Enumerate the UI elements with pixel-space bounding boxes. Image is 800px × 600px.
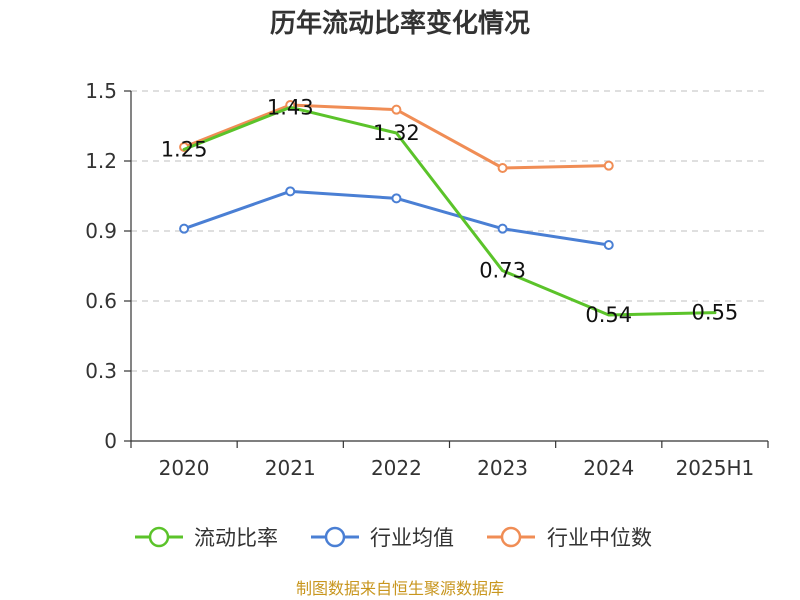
legend-item-1[interactable]: 行业均值 <box>311 526 454 550</box>
series-line-0 <box>182 105 717 317</box>
x-tick-label: 2021 <box>265 456 316 480</box>
data-label: 1.32 <box>373 121 420 145</box>
y-tick-label: 0.3 <box>85 359 117 383</box>
legend-label: 流动比率 <box>194 526 278 550</box>
axes: 0 0.3 0.6 0.9 1.2 1.5 2020 2021 2022 2023 2024 2025… <box>85 79 769 480</box>
chart-title: 历年流动比率变化情况 <box>270 8 530 39</box>
legend-marker <box>500 526 522 548</box>
series-point <box>391 104 402 115</box>
legend-marker <box>324 526 346 548</box>
legend-marker <box>148 526 170 548</box>
data-label: 0.73 <box>479 259 526 283</box>
legend-label: 行业均值 <box>370 526 454 550</box>
series-point <box>285 186 296 197</box>
data-label: 1.43 <box>267 95 314 119</box>
legend-label: 行业中位数 <box>547 526 652 550</box>
y-tick-label: 0 <box>104 429 117 453</box>
data-labels: 1.25 1.43 1.32 0.73 0.54 0.55 <box>161 95 739 327</box>
y-tick-label: 1.5 <box>85 79 117 103</box>
x-tick-label: 2023 <box>477 456 528 480</box>
data-label: 0.55 <box>692 301 739 325</box>
y-tick-label: 1.2 <box>85 149 117 173</box>
x-tick-label: 2020 <box>159 456 210 480</box>
series-point <box>391 193 402 204</box>
legend[interactable]: 流动比率 行业均值 行业中位数 <box>135 526 652 550</box>
y-tick-label: 0.9 <box>85 219 117 243</box>
source-note: 制图数据来自恒生聚源数据库 <box>296 579 504 598</box>
series-point <box>603 160 614 171</box>
series-point <box>603 240 614 250</box>
series-point <box>497 223 508 234</box>
series-point <box>497 163 508 173</box>
series-lines <box>179 100 717 317</box>
x-tick-label: 2024 <box>583 456 634 480</box>
y-tick-label: 0.6 <box>85 289 117 313</box>
gridlines <box>131 90 768 372</box>
legend-item-0[interactable]: 流动比率 <box>135 526 278 550</box>
data-label: 0.54 <box>585 303 632 327</box>
series-point <box>179 223 190 234</box>
x-tick-label: 2022 <box>371 456 422 480</box>
x-tick-label: 2025H1 <box>676 456 755 480</box>
data-label: 1.25 <box>161 137 208 161</box>
legend-item-2[interactable]: 行业中位数 <box>487 526 652 550</box>
